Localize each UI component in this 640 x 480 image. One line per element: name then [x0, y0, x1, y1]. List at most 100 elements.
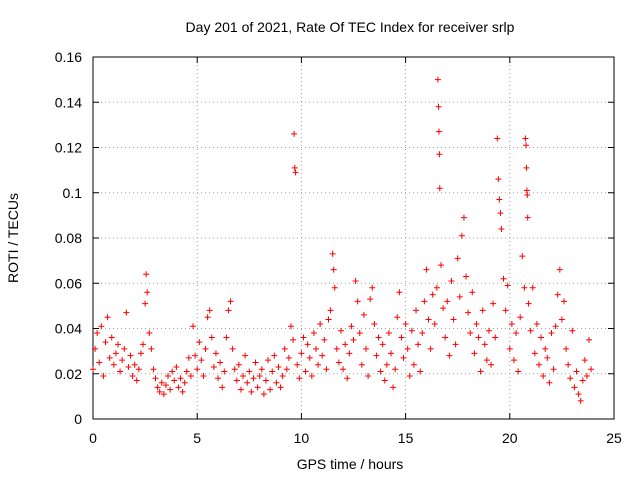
data-point — [440, 305, 447, 312]
data-point — [417, 368, 424, 375]
y-tick-label: 0.12 — [55, 140, 82, 156]
data-point — [379, 341, 386, 348]
data-point — [196, 339, 203, 346]
data-point — [346, 350, 353, 357]
data-point — [285, 354, 292, 361]
data-point — [494, 135, 501, 142]
data-point — [563, 345, 570, 352]
data-point — [150, 366, 157, 373]
data-point — [248, 388, 255, 395]
data-point — [588, 366, 595, 373]
data-point — [585, 336, 592, 343]
data-point — [429, 291, 436, 298]
data-point — [330, 266, 337, 273]
data-point — [117, 368, 124, 375]
data-point — [317, 320, 324, 327]
data-point — [450, 316, 457, 323]
data-point — [108, 334, 115, 341]
data-point — [271, 352, 278, 359]
data-point — [490, 300, 497, 307]
data-point — [575, 391, 582, 398]
data-point — [538, 334, 545, 341]
data-point — [535, 361, 542, 368]
data-point — [481, 341, 488, 348]
data-point — [433, 284, 440, 291]
data-point — [497, 210, 504, 217]
data-point — [388, 350, 395, 357]
data-point — [179, 388, 186, 395]
data-point — [371, 320, 378, 327]
data-point — [348, 323, 355, 330]
data-point — [406, 373, 413, 380]
data-point — [477, 368, 484, 375]
data-point — [137, 350, 144, 357]
data-point — [452, 341, 459, 348]
data-point — [373, 352, 380, 359]
data-point — [169, 368, 176, 375]
plot-frame — [92, 56, 615, 420]
data-point — [506, 345, 513, 352]
data-point — [273, 379, 280, 386]
data-point — [115, 341, 122, 348]
data-point — [231, 366, 238, 373]
data-point — [98, 323, 105, 330]
data-point — [200, 373, 207, 380]
data-point — [133, 377, 140, 384]
data-point — [542, 345, 549, 352]
data-point — [508, 320, 515, 327]
data-point — [427, 345, 434, 352]
data-point — [331, 284, 338, 291]
data-point — [258, 366, 265, 373]
data-point — [552, 323, 559, 330]
data-point — [385, 330, 392, 337]
data-point — [275, 363, 282, 370]
data-point — [525, 300, 532, 307]
data-point — [291, 130, 298, 137]
data-point — [217, 359, 224, 366]
data-point — [392, 366, 399, 373]
data-point — [569, 327, 576, 334]
data-point — [573, 368, 580, 375]
y-tick-label: 0 — [74, 411, 82, 427]
data-point — [495, 176, 502, 183]
data-point — [325, 316, 332, 323]
data-point — [187, 373, 194, 380]
data-point — [135, 366, 142, 373]
data-point — [140, 341, 147, 348]
data-point — [143, 271, 150, 278]
data-point — [402, 320, 409, 327]
data-point — [269, 368, 276, 375]
data-point — [144, 289, 151, 296]
data-point — [142, 300, 149, 307]
data-point — [160, 391, 167, 398]
data-point — [579, 377, 586, 384]
data-point — [442, 334, 449, 341]
data-point — [106, 354, 113, 361]
data-point — [546, 379, 553, 386]
data-point — [321, 336, 328, 343]
data-point — [479, 307, 486, 314]
data-point — [517, 314, 524, 321]
data-point — [123, 309, 130, 316]
data-point — [306, 354, 313, 361]
data-point — [121, 345, 128, 352]
data-point — [237, 386, 244, 393]
data-point — [529, 284, 536, 291]
data-point — [398, 334, 405, 341]
data-point — [210, 363, 217, 370]
data-point — [148, 345, 155, 352]
x-tick-label: 15 — [398, 430, 414, 446]
data-point — [242, 352, 249, 359]
data-point — [94, 330, 101, 337]
y-tick-label: 0.16 — [55, 49, 82, 65]
data-point — [342, 341, 349, 348]
data-point — [533, 320, 540, 327]
data-point — [488, 361, 495, 368]
data-point — [381, 377, 388, 384]
data-point — [567, 375, 574, 382]
data-point — [431, 320, 438, 327]
data-point — [438, 262, 445, 269]
data-point — [112, 350, 119, 357]
data-points — [90, 76, 595, 404]
data-point — [294, 361, 301, 368]
